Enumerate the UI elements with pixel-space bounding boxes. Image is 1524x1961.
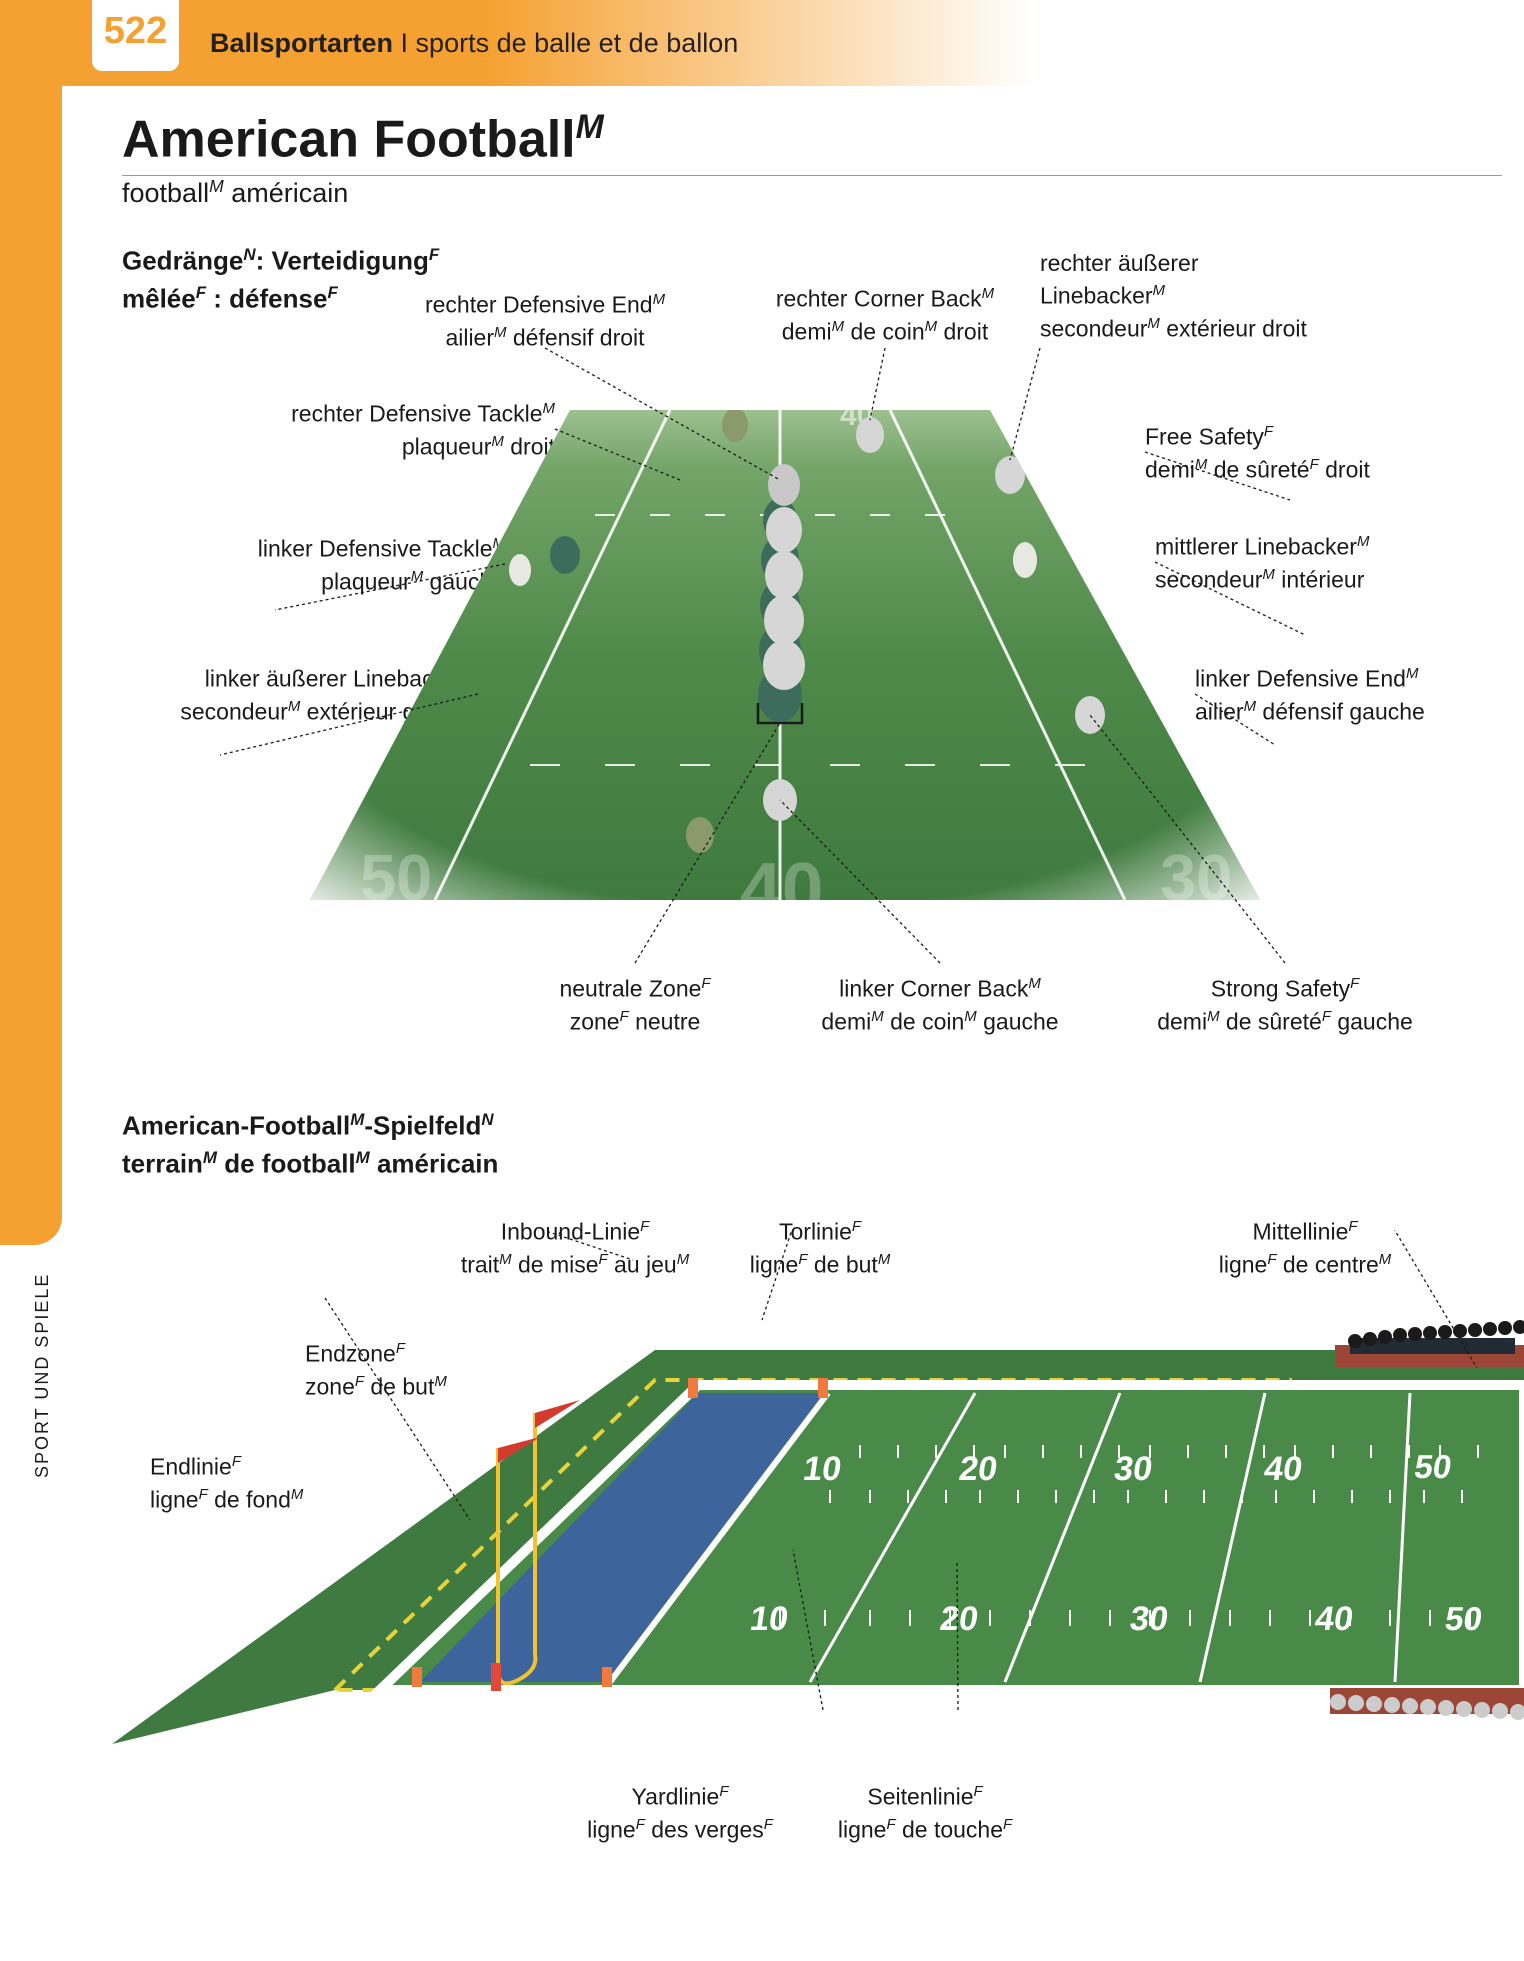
svg-text:20: 20: [957, 1450, 1000, 1488]
svg-text:30: 30: [1128, 1600, 1171, 1638]
svg-text:40: 40: [1262, 1450, 1305, 1488]
svg-text:50: 50: [1412, 1449, 1454, 1486]
svg-text:40: 40: [1313, 1600, 1356, 1638]
svg-text:20: 20: [938, 1600, 981, 1638]
svg-text:30: 30: [1112, 1450, 1155, 1488]
svg-text:30: 30: [1089, 417, 1121, 449]
svg-text:50: 50: [480, 415, 512, 447]
svg-text:10: 10: [801, 1450, 844, 1488]
svg-text:10: 10: [748, 1600, 791, 1638]
svg-text:50: 50: [1443, 1601, 1485, 1638]
